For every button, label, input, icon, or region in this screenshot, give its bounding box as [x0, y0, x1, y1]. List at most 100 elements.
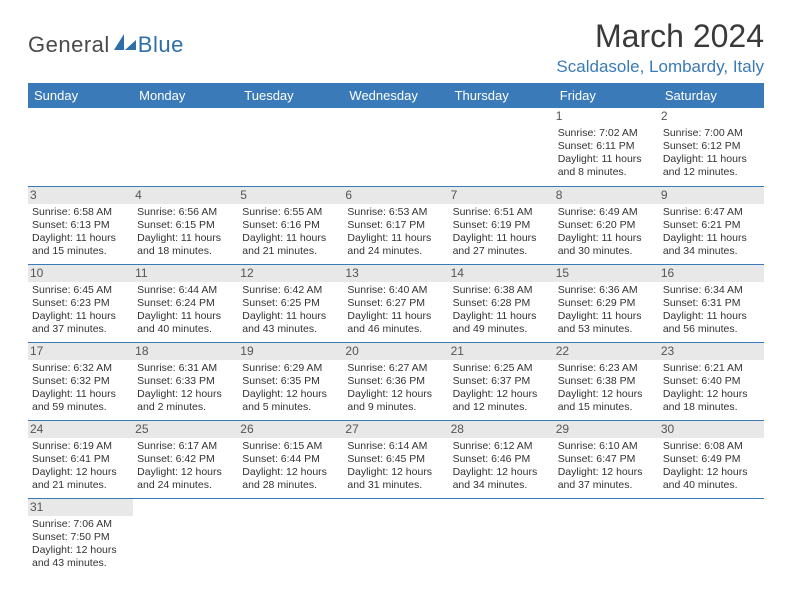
sunrise-text: Sunrise: 6:31 AM: [137, 362, 234, 375]
day-number: 14: [449, 265, 554, 282]
daylight-text: and 27 minutes.: [453, 245, 550, 258]
day-cell: 15Sunrise: 6:36 AMSunset: 6:29 PMDayligh…: [554, 264, 659, 342]
sunrise-text: Sunrise: 6:14 AM: [347, 440, 444, 453]
day-cell: 11Sunrise: 6:44 AMSunset: 6:24 PMDayligh…: [133, 264, 238, 342]
day-number: 20: [343, 343, 448, 360]
day-number: 16: [659, 265, 764, 282]
daylight-text: Daylight: 11 hours: [347, 310, 444, 323]
sunset-text: Sunset: 6:38 PM: [558, 375, 655, 388]
day-number: 18: [133, 343, 238, 360]
dayheader-fri: Friday: [554, 83, 659, 108]
daylight-text: Daylight: 12 hours: [242, 466, 339, 479]
daylight-text: and 8 minutes.: [558, 166, 655, 179]
day-number: 28: [449, 421, 554, 438]
daylight-text: Daylight: 11 hours: [242, 232, 339, 245]
dayheader-mon: Monday: [133, 83, 238, 108]
day-number: 13: [343, 265, 448, 282]
daylight-text: and 34 minutes.: [453, 479, 550, 492]
sunrise-text: Sunrise: 6:23 AM: [558, 362, 655, 375]
sunset-text: Sunset: 6:13 PM: [32, 219, 129, 232]
day-number: 11: [133, 265, 238, 282]
sunset-text: Sunset: 6:35 PM: [242, 375, 339, 388]
daylight-text: and 31 minutes.: [347, 479, 444, 492]
day-number: 31: [28, 499, 133, 516]
sunrise-text: Sunrise: 6:42 AM: [242, 284, 339, 297]
day-number: 23: [659, 343, 764, 360]
day-number: 25: [133, 421, 238, 438]
brand-logo: General Blue: [28, 18, 184, 58]
day-cell: 31Sunrise: 7:06 AMSunset: 7:50 PMDayligh…: [28, 498, 133, 576]
day-number: 4: [133, 187, 238, 204]
sunset-text: Sunset: 6:28 PM: [453, 297, 550, 310]
sunrise-text: Sunrise: 6:32 AM: [32, 362, 129, 375]
week-row: 10Sunrise: 6:45 AMSunset: 6:23 PMDayligh…: [28, 264, 764, 342]
day-number: 22: [554, 343, 659, 360]
day-cell: 19Sunrise: 6:29 AMSunset: 6:35 PMDayligh…: [238, 342, 343, 420]
empty-cell: [343, 108, 448, 186]
day-cell: 7Sunrise: 6:51 AMSunset: 6:19 PMDaylight…: [449, 186, 554, 264]
daylight-text: Daylight: 11 hours: [558, 310, 655, 323]
month-title: March 2024: [556, 18, 764, 55]
daylight-text: Daylight: 11 hours: [32, 388, 129, 401]
dayheader-wed: Wednesday: [343, 83, 448, 108]
day-number: 2: [659, 108, 764, 125]
sunset-text: Sunset: 6:25 PM: [242, 297, 339, 310]
sunrise-text: Sunrise: 6:21 AM: [663, 362, 760, 375]
daylight-text: Daylight: 11 hours: [558, 153, 655, 166]
sunrise-text: Sunrise: 6:55 AM: [242, 206, 339, 219]
sunrise-text: Sunrise: 6:40 AM: [347, 284, 444, 297]
calendar-page: General Blue March 2024 Scaldasole, Lomb…: [0, 0, 792, 612]
day-cell: 17Sunrise: 6:32 AMSunset: 6:32 PMDayligh…: [28, 342, 133, 420]
day-number: 15: [554, 265, 659, 282]
sunset-text: Sunset: 6:17 PM: [347, 219, 444, 232]
day-cell: 13Sunrise: 6:40 AMSunset: 6:27 PMDayligh…: [343, 264, 448, 342]
daylight-text: Daylight: 12 hours: [663, 388, 760, 401]
sunset-text: Sunset: 6:20 PM: [558, 219, 655, 232]
sunrise-text: Sunrise: 6:47 AM: [663, 206, 760, 219]
day-number: 3: [28, 187, 133, 204]
sunrise-text: Sunrise: 7:00 AM: [663, 127, 760, 140]
page-header: General Blue March 2024 Scaldasole, Lomb…: [28, 18, 764, 77]
daylight-text: Daylight: 12 hours: [32, 466, 129, 479]
day-number: 19: [238, 343, 343, 360]
title-block: March 2024 Scaldasole, Lombardy, Italy: [556, 18, 764, 77]
daylight-text: and 43 minutes.: [242, 323, 339, 336]
sunset-text: Sunset: 6:37 PM: [453, 375, 550, 388]
daylight-text: Daylight: 11 hours: [137, 310, 234, 323]
sunset-text: Sunset: 6:44 PM: [242, 453, 339, 466]
empty-cell: [343, 498, 448, 576]
daylight-text: Daylight: 11 hours: [137, 232, 234, 245]
brand-sail-icon: [114, 34, 136, 50]
day-cell: 5Sunrise: 6:55 AMSunset: 6:16 PMDaylight…: [238, 186, 343, 264]
dayheader-sat: Saturday: [659, 83, 764, 108]
day-cell: 6Sunrise: 6:53 AMSunset: 6:17 PMDaylight…: [343, 186, 448, 264]
day-cell: 14Sunrise: 6:38 AMSunset: 6:28 PMDayligh…: [449, 264, 554, 342]
sunrise-text: Sunrise: 7:02 AM: [558, 127, 655, 140]
daylight-text: and 24 minutes.: [347, 245, 444, 258]
sunset-text: Sunset: 6:36 PM: [347, 375, 444, 388]
day-cell: 4Sunrise: 6:56 AMSunset: 6:15 PMDaylight…: [133, 186, 238, 264]
day-number: 7: [449, 187, 554, 204]
sunset-text: Sunset: 6:23 PM: [32, 297, 129, 310]
daylight-text: and 18 minutes.: [663, 401, 760, 414]
daylight-text: and 28 minutes.: [242, 479, 339, 492]
empty-cell: [238, 108, 343, 186]
week-row: 31Sunrise: 7:06 AMSunset: 7:50 PMDayligh…: [28, 498, 764, 576]
day-header-row: Sunday Monday Tuesday Wednesday Thursday…: [28, 83, 764, 108]
sunrise-text: Sunrise: 7:06 AM: [32, 518, 129, 531]
daylight-text: Daylight: 11 hours: [242, 310, 339, 323]
day-cell: 10Sunrise: 6:45 AMSunset: 6:23 PMDayligh…: [28, 264, 133, 342]
week-row: 17Sunrise: 6:32 AMSunset: 6:32 PMDayligh…: [28, 342, 764, 420]
day-cell: 29Sunrise: 6:10 AMSunset: 6:47 PMDayligh…: [554, 420, 659, 498]
sunrise-text: Sunrise: 6:10 AM: [558, 440, 655, 453]
week-row: 1Sunrise: 7:02 AMSunset: 6:11 PMDaylight…: [28, 108, 764, 186]
daylight-text: Daylight: 11 hours: [663, 310, 760, 323]
daylight-text: and 18 minutes.: [137, 245, 234, 258]
daylight-text: and 9 minutes.: [347, 401, 444, 414]
day-number: 24: [28, 421, 133, 438]
sunrise-text: Sunrise: 6:08 AM: [663, 440, 760, 453]
daylight-text: Daylight: 11 hours: [558, 232, 655, 245]
sunset-text: Sunset: 6:31 PM: [663, 297, 760, 310]
sunrise-text: Sunrise: 6:17 AM: [137, 440, 234, 453]
sunset-text: Sunset: 6:11 PM: [558, 140, 655, 153]
